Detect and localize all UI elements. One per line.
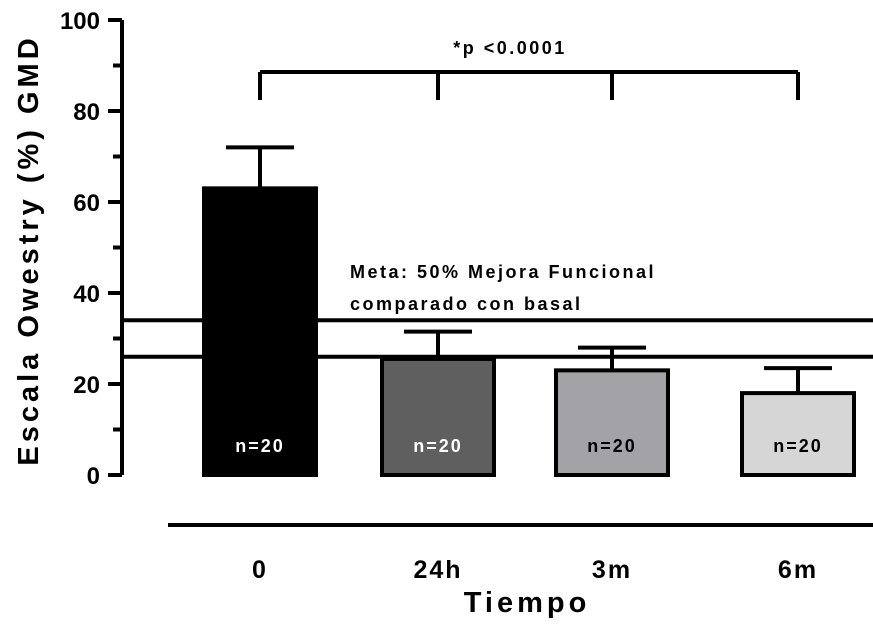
bar-24h	[380, 356, 496, 478]
n-label: n=20	[773, 436, 823, 456]
n-label: n=20	[235, 436, 285, 456]
bar-3m	[554, 368, 670, 478]
goal-annotation-line1: Meta: 50% Mejora Funcional	[350, 262, 656, 282]
n-labels: n=20 n=20 n=20 n=20	[235, 436, 823, 456]
x-axis-title: Tiempo	[464, 587, 591, 619]
significance-label: *p <0.0001	[453, 38, 567, 58]
x-tick-label: 6m	[778, 556, 818, 584]
x-tick-label: 24h	[413, 556, 462, 584]
x-tick-label: 0	[252, 556, 268, 584]
n-label: n=20	[587, 436, 637, 456]
error-bars	[226, 145, 832, 394]
y-tick-label: 40	[73, 281, 100, 308]
y-tick-label: 100	[60, 8, 100, 35]
bar-6m	[740, 391, 856, 478]
y-axis: 0 20 40 60 80 100	[60, 8, 124, 490]
x-tick-label: 3m	[592, 556, 632, 584]
y-tick-label: 0	[87, 463, 100, 490]
n-label: n=20	[413, 436, 463, 456]
bars	[202, 186, 856, 478]
y-tick-label: 80	[73, 99, 100, 126]
significance-bracket	[258, 70, 800, 100]
bar-0	[202, 186, 318, 477]
y-tick-label: 60	[73, 190, 100, 217]
goal-annotation-line2: comparado con basal	[350, 294, 583, 314]
y-tick-label: 20	[73, 372, 100, 399]
y-axis-title: Escala Owestry (%) GMD	[13, 34, 45, 465]
x-axis: 0 24h 3m 6m	[168, 523, 873, 584]
